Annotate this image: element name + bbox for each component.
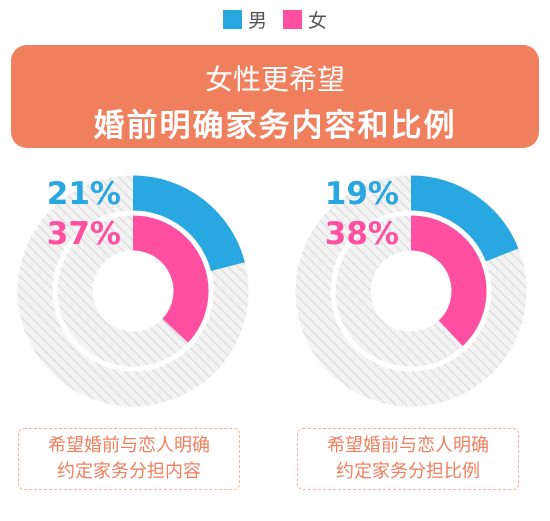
caption-right: 希望婚前与恋人明确 约定家务分担比例 xyxy=(297,428,519,490)
caption-left: 希望婚前与恋人明确 约定家务分担内容 xyxy=(18,428,240,490)
legend-label-female: 女 xyxy=(308,10,328,32)
banner-line-1: 女性更希望 xyxy=(204,63,345,96)
legend: 男 女 xyxy=(0,6,550,33)
donut-1-male-arc xyxy=(132,175,245,272)
donut-2-male-label: 19% xyxy=(325,176,399,212)
legend-swatch-male xyxy=(222,10,242,29)
title-banner: 女性更希望 婚前明确家务内容和比例 xyxy=(11,45,539,148)
legend-swatch-female xyxy=(283,10,302,29)
legend-item-female: 女 xyxy=(283,6,327,33)
caption-left-line-1: 希望婚前与恋人明确 xyxy=(48,435,210,456)
donut-1-female-label: 37% xyxy=(47,216,121,252)
legend-label-male: 男 xyxy=(247,10,267,32)
donut-2-female-label: 38% xyxy=(325,216,399,252)
caption-right-line-2: 约定家务分担比例 xyxy=(336,461,480,482)
caption-right-line-1: 希望婚前与恋人明确 xyxy=(327,435,489,456)
donut-1-male-label: 21% xyxy=(47,176,121,212)
legend-item-male: 男 xyxy=(222,6,267,33)
donut-2-male-arc xyxy=(410,175,519,262)
donut-1-female-arc xyxy=(132,215,209,343)
caption-left-line-2: 约定家务分担内容 xyxy=(57,461,201,482)
banner-line-2: 婚前明确家务内容和比例 xyxy=(93,108,457,144)
donut-2-female-arc xyxy=(410,215,487,347)
